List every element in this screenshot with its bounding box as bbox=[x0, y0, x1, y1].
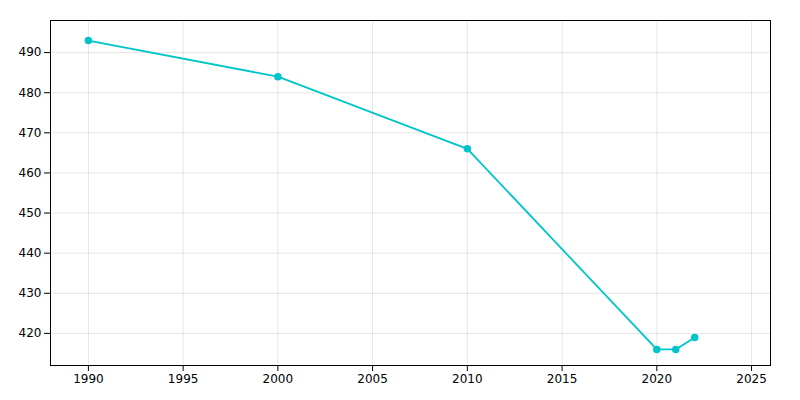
svg-text:420: 420 bbox=[19, 326, 42, 340]
svg-text:430: 430 bbox=[19, 286, 42, 300]
svg-text:440: 440 bbox=[19, 246, 42, 260]
svg-text:2000: 2000 bbox=[263, 372, 294, 386]
svg-text:1990: 1990 bbox=[73, 372, 104, 386]
svg-text:480: 480 bbox=[19, 86, 42, 100]
svg-text:460: 460 bbox=[19, 166, 42, 180]
svg-text:2015: 2015 bbox=[547, 372, 578, 386]
svg-text:2025: 2025 bbox=[736, 372, 767, 386]
svg-text:2010: 2010 bbox=[452, 372, 483, 386]
svg-text:1995: 1995 bbox=[168, 372, 199, 386]
svg-text:2020: 2020 bbox=[642, 372, 673, 386]
svg-text:470: 470 bbox=[19, 126, 42, 140]
svg-text:450: 450 bbox=[19, 206, 42, 220]
svg-text:2005: 2005 bbox=[357, 372, 388, 386]
svg-text:490: 490 bbox=[19, 45, 42, 59]
